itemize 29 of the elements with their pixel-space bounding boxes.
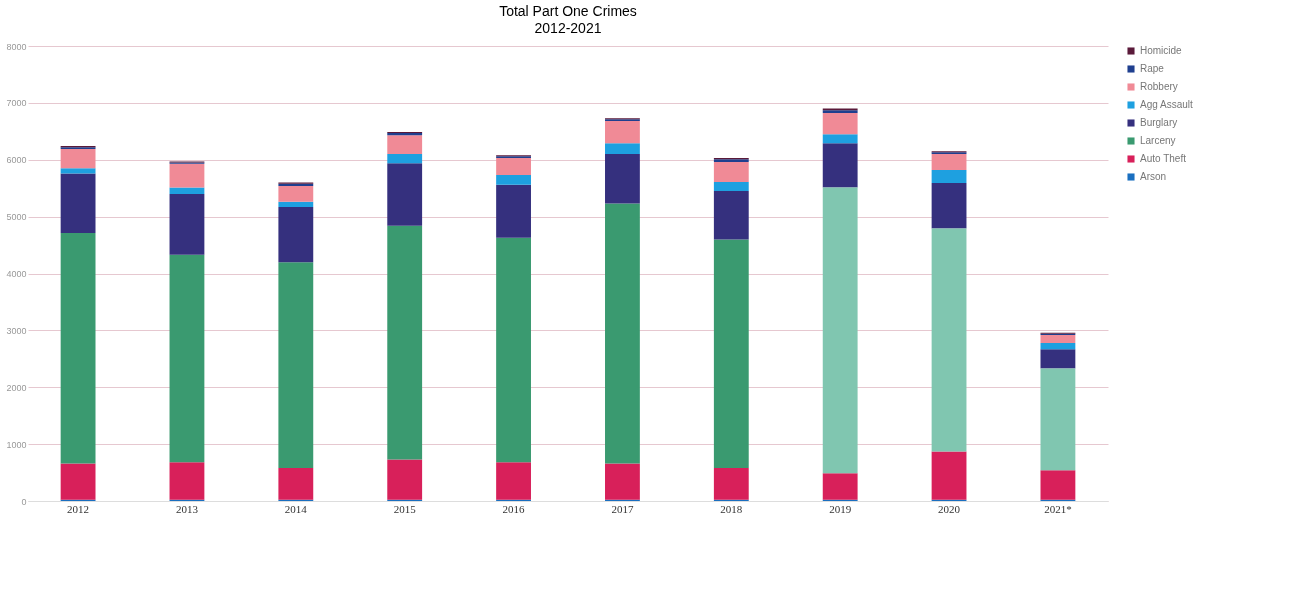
y-tick-label: 1000 [6, 439, 27, 450]
legend-label: Rape [1140, 63, 1165, 74]
legend-label: Robbery [1140, 81, 1178, 92]
y-tick-label: 8000 [6, 41, 27, 52]
chart-title: Total Part One Crimes [499, 3, 637, 19]
x-tick-label: 2017 [611, 502, 634, 515]
x-tick-label: 2012 [67, 502, 90, 515]
y-tick-label: 6000 [6, 155, 27, 166]
legend-label: Homicide [1140, 45, 1183, 56]
y-tick-label: 2000 [6, 382, 27, 393]
x-tick-label: 2014 [284, 502, 308, 515]
x-tick-label: 2020 [938, 502, 961, 515]
legend-label: Arson [1140, 171, 1167, 182]
y-tick-label: 3000 [6, 325, 27, 336]
x-tick-label: 2019 [829, 502, 852, 515]
x-tick-label: 2013 [175, 502, 199, 515]
legend-label: Agg Assault [1140, 99, 1194, 110]
legend-label: Auto Theft [1140, 153, 1187, 164]
y-tick-label: 0 [21, 496, 27, 507]
x-tick-label: 2015 [393, 502, 417, 515]
x-tick-label: 2016 [502, 502, 526, 515]
chart-subtitle: 2012-2021 [534, 20, 602, 36]
legend-label: Larceny [1140, 135, 1176, 146]
y-tick-label: 7000 [6, 98, 27, 109]
x-tick-label: 2018 [720, 502, 743, 515]
y-tick-label: 5000 [6, 212, 27, 223]
x-tick-label: 2021* [1044, 502, 1072, 515]
y-tick-label: 4000 [6, 269, 27, 279]
legend-label: Burglary [1140, 117, 1178, 128]
